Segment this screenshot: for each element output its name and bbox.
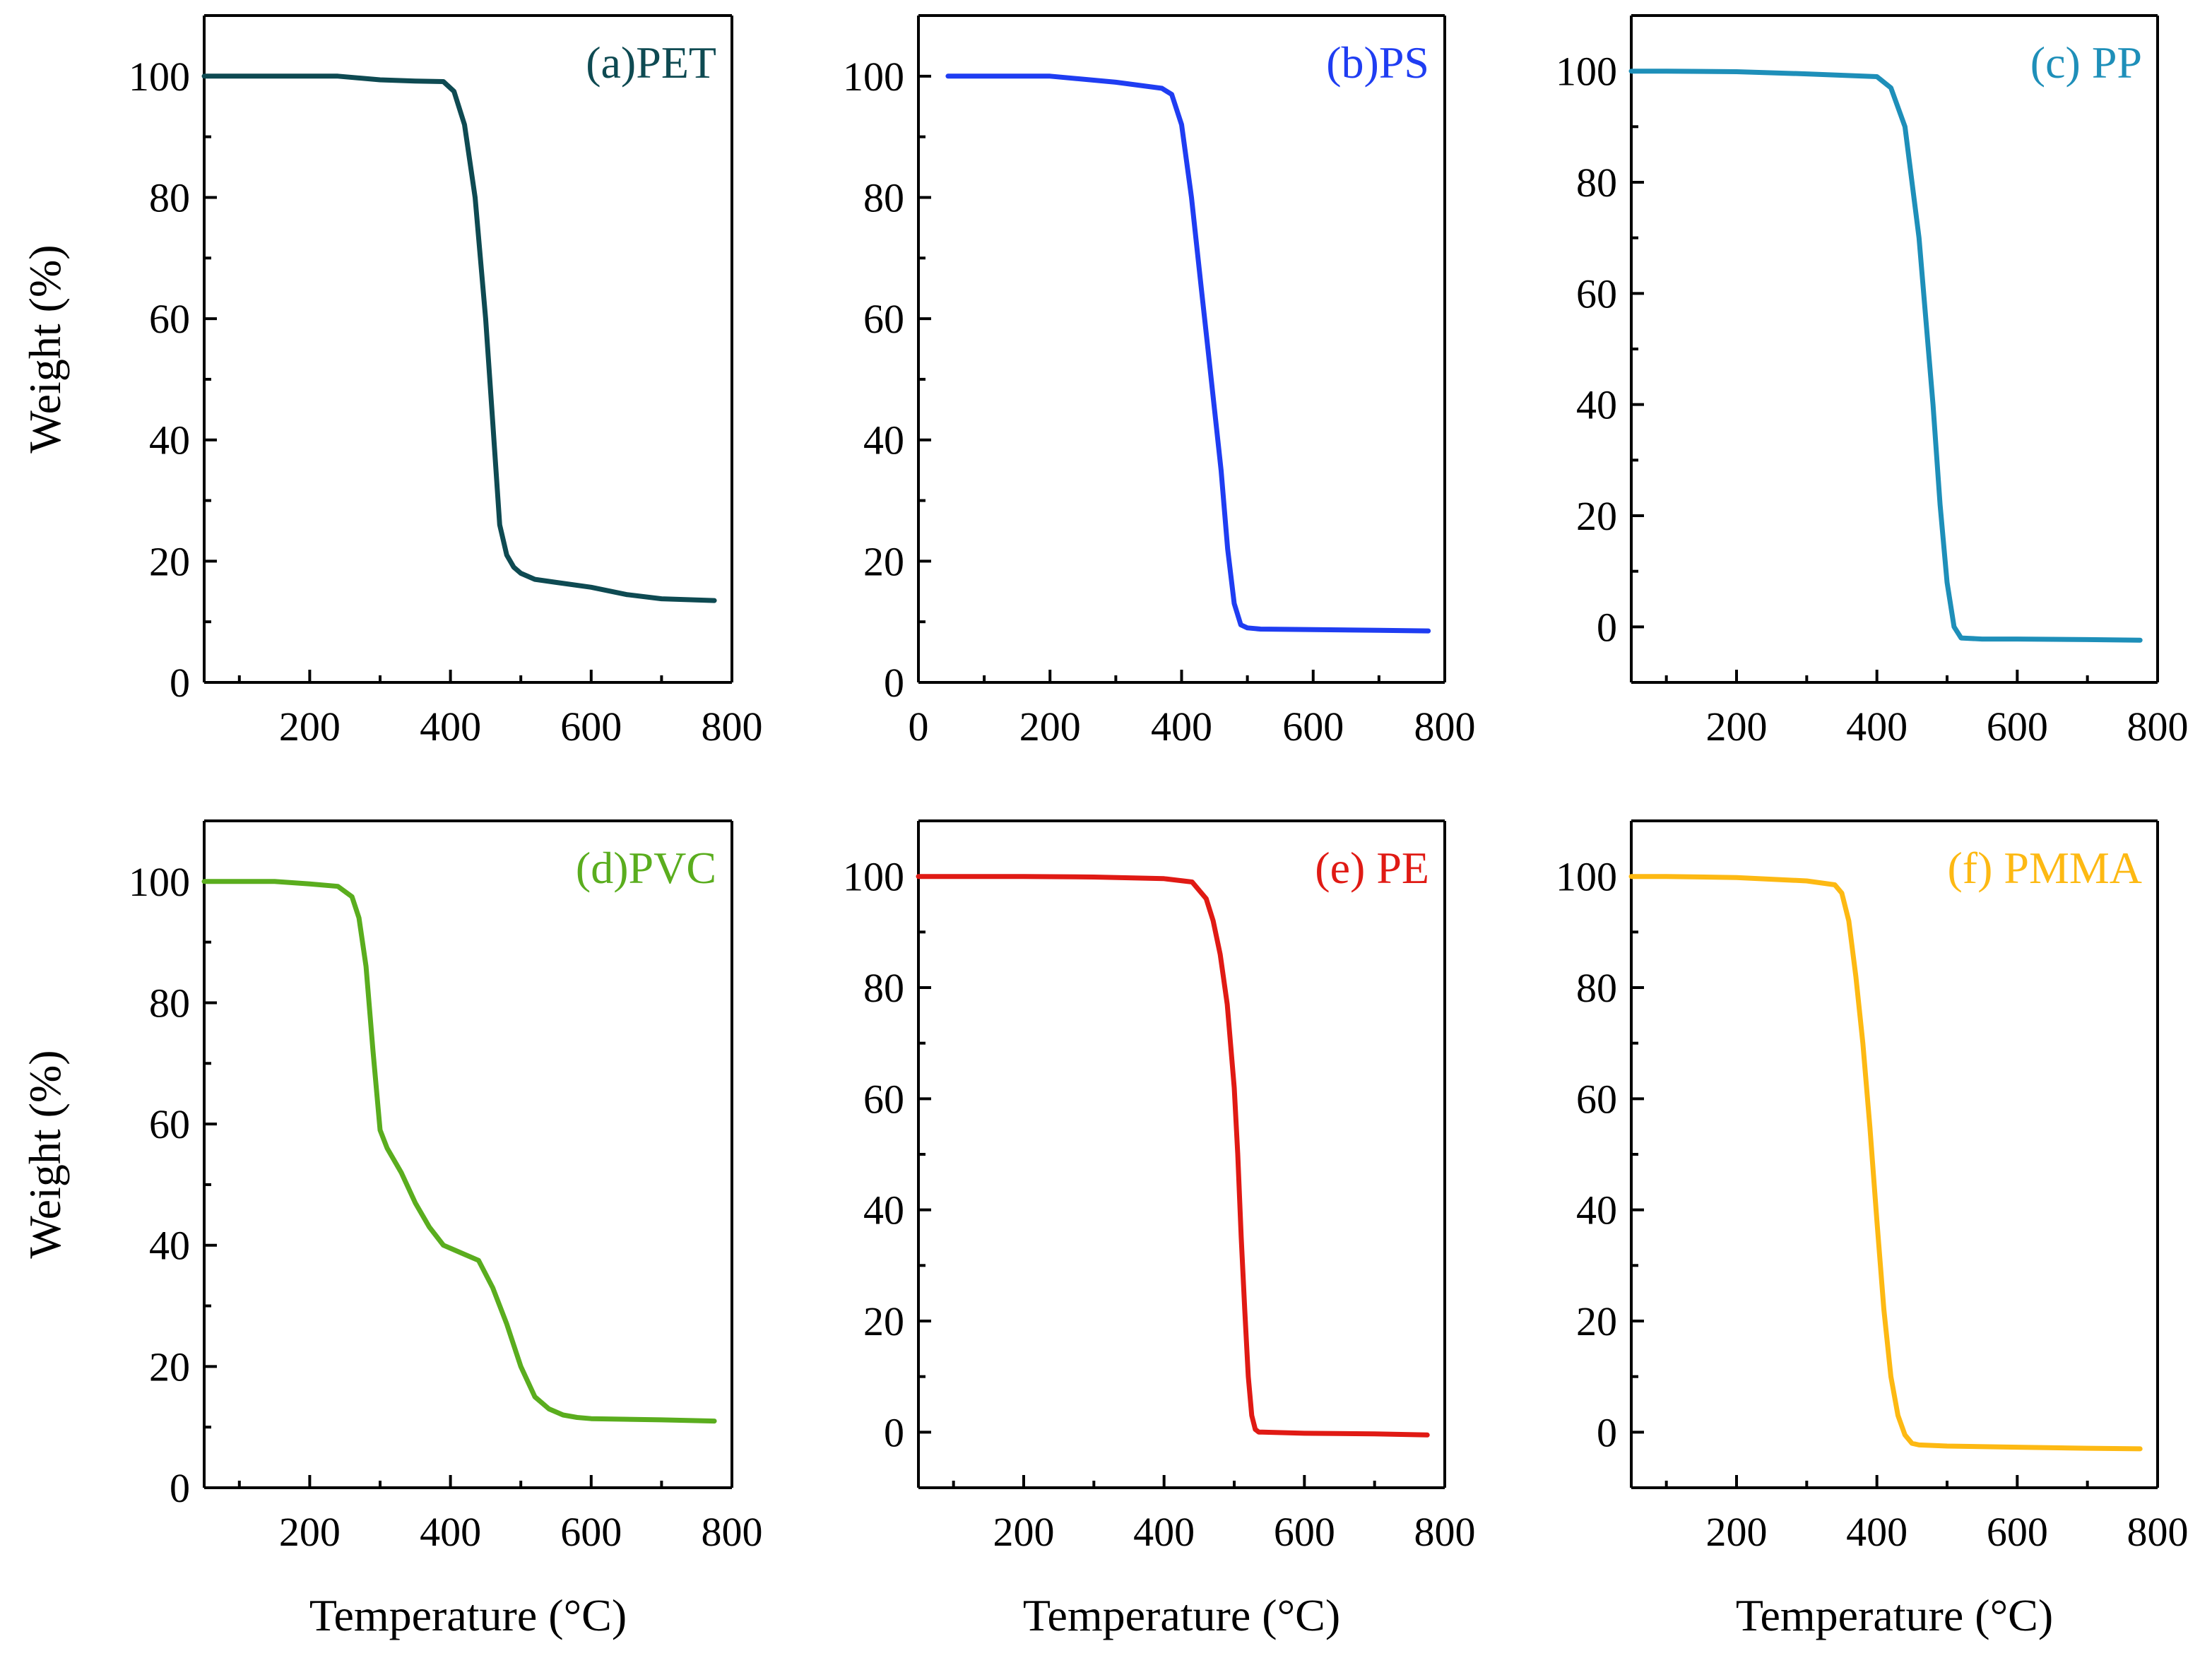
panel-4: 0 20 40 60 80 100 200 400 600 800 (d)PVC Weight (%)… bbox=[20, 819, 763, 1640]
y-tick-label: 100 bbox=[843, 54, 904, 100]
x-tick-label: 800 bbox=[702, 704, 763, 750]
y-tick-label: 80 bbox=[863, 174, 904, 220]
series-line bbox=[201, 879, 717, 1424]
y-tick-label: 80 bbox=[149, 980, 190, 1026]
x-tick-label: 400 bbox=[420, 1509, 481, 1555]
x-tick-label: 800 bbox=[1414, 704, 1476, 750]
y-tick-label: 0 bbox=[1597, 1409, 1617, 1455]
x-tick-label: 400 bbox=[1846, 704, 1908, 750]
panel-5: 0 20 40 60 80 100 200 400 600 800 (e) PE Temperatur… bbox=[843, 819, 1476, 1640]
y-tick-label: 0 bbox=[884, 1409, 904, 1455]
y-tick-label: 40 bbox=[1576, 1188, 1617, 1233]
panel-6: 0 20 40 60 80 100 200 400 600 800 (f) PMMA Temperat… bbox=[1556, 819, 2189, 1640]
series-line bbox=[1628, 69, 2143, 643]
series-line bbox=[201, 73, 717, 603]
y-tick-label: 100 bbox=[1556, 854, 1617, 900]
y-tick-label: 0 bbox=[170, 660, 190, 706]
x-tick-label: 400 bbox=[1846, 1509, 1908, 1555]
y-tick-label: 20 bbox=[1576, 1298, 1617, 1344]
y-tick-label: 20 bbox=[863, 1298, 904, 1344]
y-tick-label: 60 bbox=[149, 1101, 190, 1147]
y-tick-label: 80 bbox=[149, 174, 190, 220]
panel-2: 0 20 40 60 80 100 0 200 400 600 800 (b)PS bbox=[843, 14, 1476, 750]
y-tick-label: 40 bbox=[149, 1223, 190, 1269]
y-tick-label: 100 bbox=[129, 54, 190, 100]
x-tick-label: 400 bbox=[1133, 1509, 1195, 1555]
panel-title: (b)PS bbox=[1326, 37, 1429, 88]
x-tick-label: 200 bbox=[1706, 704, 1768, 750]
x-tick-label: 800 bbox=[1414, 1509, 1476, 1555]
x-tick-label: 200 bbox=[279, 1509, 341, 1555]
x-tick-label: 600 bbox=[1987, 1509, 2048, 1555]
x-tick-label: 200 bbox=[1019, 704, 1081, 750]
y-tick-label: 40 bbox=[149, 418, 190, 463]
y-tick-label: 100 bbox=[1556, 49, 1617, 95]
x-tick-label: 200 bbox=[993, 1509, 1055, 1555]
x-tick-label: 600 bbox=[1274, 1509, 1335, 1555]
y-tick-label: 40 bbox=[863, 1188, 904, 1233]
panel-title: (c) PP bbox=[2030, 37, 2142, 88]
series-line bbox=[916, 874, 1430, 1438]
y-tick-label: 20 bbox=[149, 1344, 190, 1390]
y-tick-label: 60 bbox=[149, 296, 190, 342]
x-axis-title: Temperature (°C) bbox=[1736, 1590, 2053, 1640]
x-tick-label: 200 bbox=[279, 704, 341, 750]
y-tick-label: 20 bbox=[863, 538, 904, 584]
y-tick-label: 0 bbox=[1597, 604, 1617, 650]
x-tick-label: 0 bbox=[909, 704, 929, 750]
series-line bbox=[945, 73, 1431, 634]
x-tick-label: 600 bbox=[1987, 704, 2048, 750]
y-axis-title: Weight (%) bbox=[20, 244, 70, 453]
y-axis-title: Weight (%) bbox=[20, 1050, 70, 1258]
panel-title: (a)PET bbox=[586, 37, 716, 88]
y-tick-label: 60 bbox=[1576, 271, 1617, 316]
y-tick-label: 0 bbox=[170, 1465, 190, 1511]
y-tick-label: 40 bbox=[1576, 382, 1617, 428]
y-tick-label: 100 bbox=[129, 859, 190, 905]
y-tick-label: 20 bbox=[1576, 493, 1617, 539]
y-tick-label: 40 bbox=[863, 418, 904, 463]
panel-title: (d)PVC bbox=[576, 843, 716, 893]
y-tick-label: 60 bbox=[863, 296, 904, 342]
x-tick-label: 800 bbox=[702, 1509, 763, 1555]
y-tick-label: 80 bbox=[1576, 965, 1617, 1011]
x-tick-label: 800 bbox=[2127, 1509, 2189, 1555]
x-tick-label: 400 bbox=[1151, 704, 1212, 750]
x-tick-label: 400 bbox=[420, 704, 481, 750]
panel-title: (e) PE bbox=[1315, 843, 1429, 893]
x-axis-title: Temperature (°C) bbox=[309, 1590, 627, 1640]
series-line bbox=[1628, 874, 2143, 1452]
y-tick-label: 60 bbox=[1576, 1076, 1617, 1122]
x-tick-label: 600 bbox=[560, 704, 622, 750]
y-tick-label: 60 bbox=[863, 1076, 904, 1122]
x-axis-title: Temperature (°C) bbox=[1023, 1590, 1340, 1640]
y-tick-label: 80 bbox=[863, 965, 904, 1011]
panel-title: (f) PMMA bbox=[1947, 843, 2142, 893]
y-tick-label: 100 bbox=[843, 854, 904, 900]
x-tick-label: 600 bbox=[1282, 704, 1344, 750]
y-tick-label: 0 bbox=[884, 660, 904, 706]
panel-3: 0 20 40 60 80 100 200 400 600 800 (c) PP bbox=[1556, 14, 2189, 750]
panel-1: 0 20 40 60 80 100 200 400 600 800 (a)PET Weight (%) bbox=[20, 14, 763, 750]
y-tick-label: 80 bbox=[1576, 160, 1617, 206]
x-tick-label: 200 bbox=[1706, 1509, 1768, 1555]
y-tick-label: 20 bbox=[149, 538, 190, 584]
x-tick-label: 800 bbox=[2127, 704, 2189, 750]
x-tick-label: 600 bbox=[560, 1509, 622, 1555]
